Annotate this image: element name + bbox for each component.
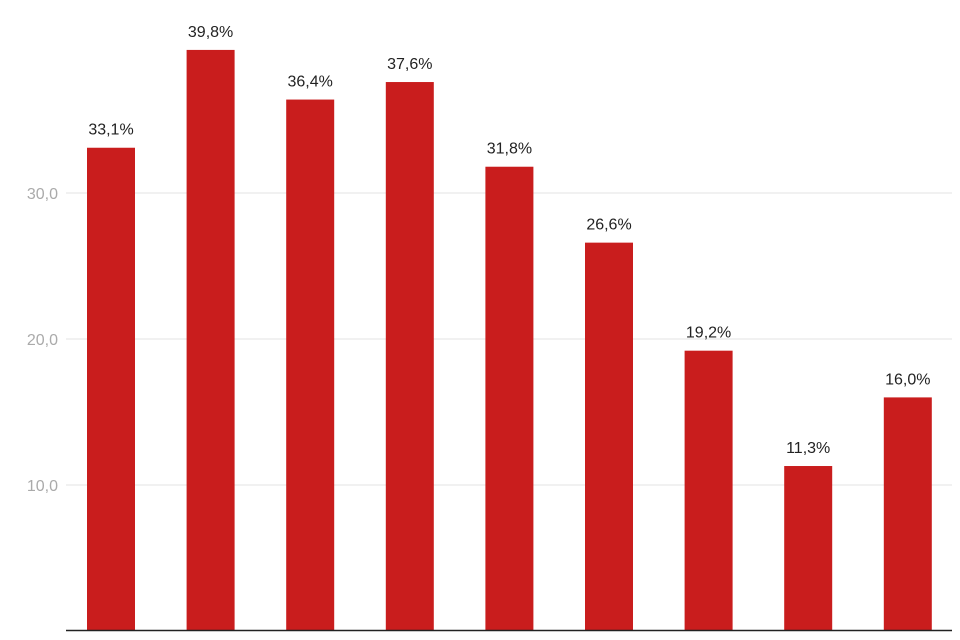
y-tick-label: 20,0: [27, 332, 58, 349]
y-tick-label: 10,0: [27, 478, 58, 495]
data-label: 33,1%: [88, 122, 133, 139]
bar: [784, 466, 833, 631]
bar: [485, 166, 534, 631]
data-label: 26,6%: [586, 217, 631, 234]
data-label: 11,3%: [786, 440, 830, 457]
data-label: 31,8%: [487, 141, 532, 158]
bar: [87, 147, 135, 632]
y-tick-label: 30,0: [27, 186, 58, 203]
bar: [186, 49, 235, 632]
data-label: 39,8%: [188, 24, 233, 41]
data-label: 19,2%: [686, 325, 731, 342]
data-label: 36,4%: [288, 74, 333, 91]
data-label: 16,0%: [885, 371, 930, 388]
bar: [883, 397, 932, 631]
bar: [286, 99, 335, 631]
bar: [684, 350, 733, 631]
data-label: 37,6%: [387, 56, 432, 73]
bar: [585, 242, 633, 631]
bar: [385, 82, 434, 632]
